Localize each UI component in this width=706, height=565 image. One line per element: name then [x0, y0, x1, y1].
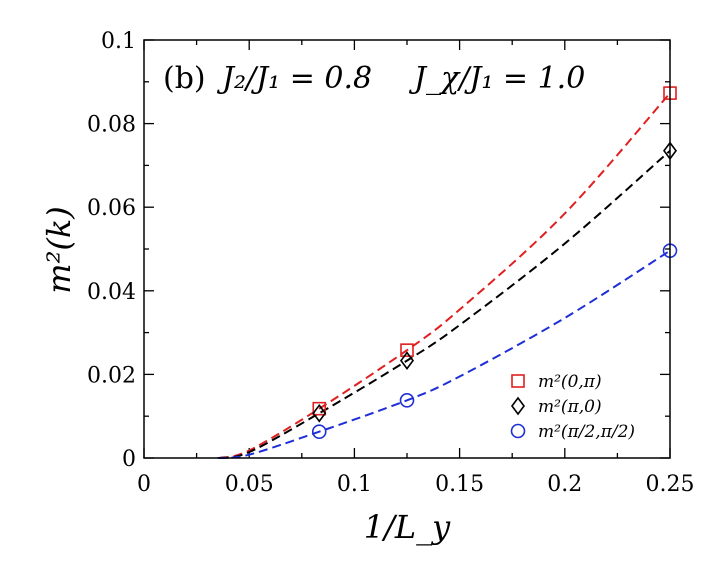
y-tick-label: 0.02: [87, 363, 136, 388]
data-point-circle: [311, 424, 327, 439]
data-point-diamond: [312, 403, 327, 423]
y-tick-label: 0.04: [87, 280, 136, 305]
legend-marker-square: [511, 374, 525, 388]
fit-curve-square: [219, 92, 671, 459]
legend-label: m²(0,π): [538, 372, 602, 392]
data-point-square: [400, 343, 414, 357]
y-axis-title: m²(k): [40, 206, 78, 294]
x-tick-label: 0.2: [547, 472, 582, 497]
data-point-square: [312, 401, 327, 416]
panel-label: (b): [163, 61, 206, 96]
data-point-circle: [399, 393, 415, 408]
plot-frame: [143, 39, 671, 459]
x-axis-title: 1/L_y: [364, 508, 451, 546]
legend: m²(0,π) m²(π,0) m²(π/2,π/2): [510, 372, 635, 442]
x-tick-label: 0.25: [646, 472, 695, 497]
data-point-diamond: [400, 351, 414, 370]
fit-curve-circle: [217, 249, 671, 459]
y-tick-label: 0.1: [101, 29, 136, 54]
legend-marker-diamond: [511, 396, 525, 416]
y-tick-label: 0.06: [87, 196, 136, 221]
x-tick-label: 0.05: [225, 472, 274, 497]
legend-label: m²(π,0): [538, 397, 602, 417]
data-markers: [311, 86, 678, 439]
fit-curve-diamond: [219, 150, 671, 459]
y-tick-label: 0.08: [87, 113, 136, 138]
legend-label: m²(π/2,π/2): [538, 422, 635, 442]
x-tick-label: 0: [137, 472, 151, 497]
fit-curves: [217, 92, 671, 459]
tick-labels: 0 0.05 0.1 0.15 0.2 0.25 0 0.02 0.04 0.06 0.08 0.1: [87, 29, 694, 497]
axis-ticks: [143, 39, 671, 459]
x-tick-label: 0.15: [435, 472, 484, 497]
x-tick-label: 0.1: [337, 472, 372, 497]
y-tick-label: 0: [122, 447, 136, 472]
param-j2-j1: J₂/J₁ = 0.8: [216, 61, 372, 96]
param-jchi-j1: J_χ/J₁ = 1.0: [408, 61, 585, 96]
legend-marker-circle: [510, 423, 526, 439]
